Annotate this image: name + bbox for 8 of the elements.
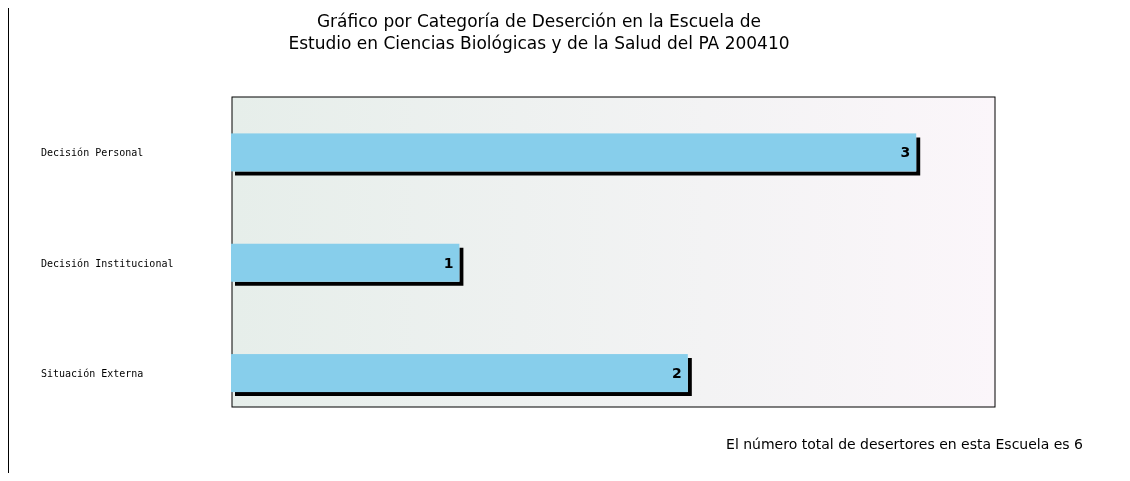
y-tick-label: Situación Externa bbox=[41, 367, 144, 379]
text: El número total de desertores en esta Escuela es 6 bbox=[726, 436, 1083, 452]
data-label: 3 bbox=[900, 144, 911, 161]
y-tick-label: Decisión Personal bbox=[41, 147, 144, 159]
y-tick-label: Decisión Institucional bbox=[41, 257, 174, 269]
chart-title: Gráfico por Categoría de Deserción en la Escuela de Estudio en Ciencias Biológicas y de la Salud del PA 200410 bbox=[287, 10, 791, 54]
data-label: 2 bbox=[672, 365, 682, 382]
data-label: 1 bbox=[443, 254, 454, 271]
